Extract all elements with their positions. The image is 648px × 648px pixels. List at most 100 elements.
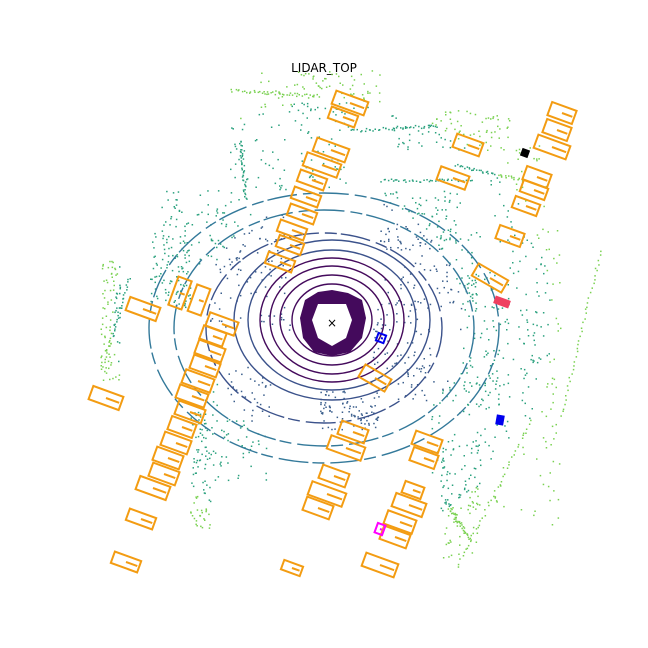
lidar-point xyxy=(465,179,468,182)
lidar-point xyxy=(498,349,501,352)
lidar-point xyxy=(518,152,521,154)
lidar-point xyxy=(108,353,110,355)
lidar-point xyxy=(453,220,456,222)
lidar-point xyxy=(466,110,468,113)
lidar-point xyxy=(463,147,466,149)
lidar-point xyxy=(458,496,460,499)
lidar-point xyxy=(415,330,418,333)
lidar-point xyxy=(236,259,238,261)
lidar-point xyxy=(516,189,518,191)
lidar-point xyxy=(101,361,103,364)
lidar-point xyxy=(329,409,331,412)
lidar-point xyxy=(242,158,245,160)
lidar-point xyxy=(190,244,193,246)
lidar-point xyxy=(523,343,525,345)
lidar-point xyxy=(101,317,104,319)
lidar-point xyxy=(367,90,369,93)
lidar-point xyxy=(277,249,279,252)
lidar-point xyxy=(474,491,476,493)
lidar-point xyxy=(209,524,211,526)
lidar-point xyxy=(411,197,414,199)
lidar-point xyxy=(109,326,111,328)
lidar-point xyxy=(242,244,244,246)
lidar-point xyxy=(178,303,180,305)
lidar-point xyxy=(449,238,451,241)
lidar-point xyxy=(307,131,310,133)
lidar-point xyxy=(241,445,243,447)
lidar-point xyxy=(312,170,314,172)
lidar-point xyxy=(531,408,533,410)
lidar-point xyxy=(584,318,586,320)
car-bounding-box xyxy=(317,463,351,489)
lidar-point xyxy=(111,260,113,263)
lidar-point xyxy=(447,291,449,294)
lidar-point xyxy=(432,125,435,127)
lidar-point xyxy=(124,292,126,294)
lidar-point xyxy=(216,258,218,261)
lidar-point xyxy=(412,244,414,246)
lidar-point xyxy=(206,458,209,460)
lidar-point xyxy=(197,411,200,414)
lidar-point xyxy=(475,169,478,171)
lidar-point xyxy=(441,474,443,477)
lidar-point xyxy=(476,502,478,505)
lidar-point xyxy=(209,234,211,237)
lidar-point xyxy=(254,91,256,93)
lidar-point xyxy=(536,458,538,460)
lidar-point xyxy=(208,513,210,516)
lidar-point xyxy=(435,141,438,143)
lidar-point xyxy=(230,151,232,154)
lidar-point xyxy=(470,452,473,454)
lidar-point xyxy=(549,361,551,363)
lidar-point xyxy=(153,247,155,249)
lidar-point xyxy=(307,132,309,134)
lidar-point xyxy=(469,357,472,359)
lidar-point xyxy=(164,288,167,291)
lidar-point xyxy=(425,399,428,402)
lidar-point xyxy=(397,145,399,148)
lidar-point xyxy=(263,320,265,323)
lidar-point xyxy=(443,190,446,193)
lidar-point xyxy=(546,386,548,388)
lidar-point xyxy=(446,271,448,274)
lidar-point xyxy=(395,127,398,129)
lidar-point xyxy=(517,203,520,205)
lidar-point xyxy=(512,250,514,253)
lidar-point xyxy=(464,487,466,490)
lidar-point xyxy=(423,366,425,369)
lidar-point xyxy=(380,318,382,320)
lidar-point xyxy=(195,461,198,464)
lidar-point xyxy=(330,138,333,140)
lidar-point xyxy=(407,375,409,378)
lidar-point xyxy=(244,245,246,247)
lidar-point xyxy=(466,491,468,493)
lidar-point xyxy=(529,417,531,420)
lidar-point xyxy=(197,435,200,438)
lidar-point xyxy=(150,278,152,280)
lidar-point xyxy=(363,98,365,101)
lidar-point xyxy=(448,264,451,267)
lidar-point xyxy=(405,247,407,250)
lidar-point xyxy=(165,292,167,294)
lidar-point xyxy=(414,300,416,303)
lidar-point xyxy=(266,240,269,242)
lidar-point xyxy=(266,91,269,93)
lidar-point xyxy=(481,517,483,519)
lidar-point xyxy=(489,271,491,274)
lidar-point xyxy=(362,401,364,403)
lidar-point xyxy=(219,271,222,274)
lidar-point xyxy=(262,377,264,379)
lidar-point xyxy=(506,318,508,321)
lidar-point xyxy=(127,281,129,283)
lidar-point xyxy=(477,526,479,529)
lidar-point xyxy=(376,417,378,420)
lidar-point xyxy=(366,412,368,414)
lidar-point xyxy=(106,281,109,284)
lidar-point xyxy=(453,518,455,520)
lidar-point xyxy=(225,434,228,436)
lidar-point xyxy=(355,406,357,408)
lidar-point xyxy=(468,538,470,540)
lidar-point xyxy=(525,428,528,430)
lidar-point xyxy=(535,268,538,270)
lidar-point xyxy=(187,295,190,297)
